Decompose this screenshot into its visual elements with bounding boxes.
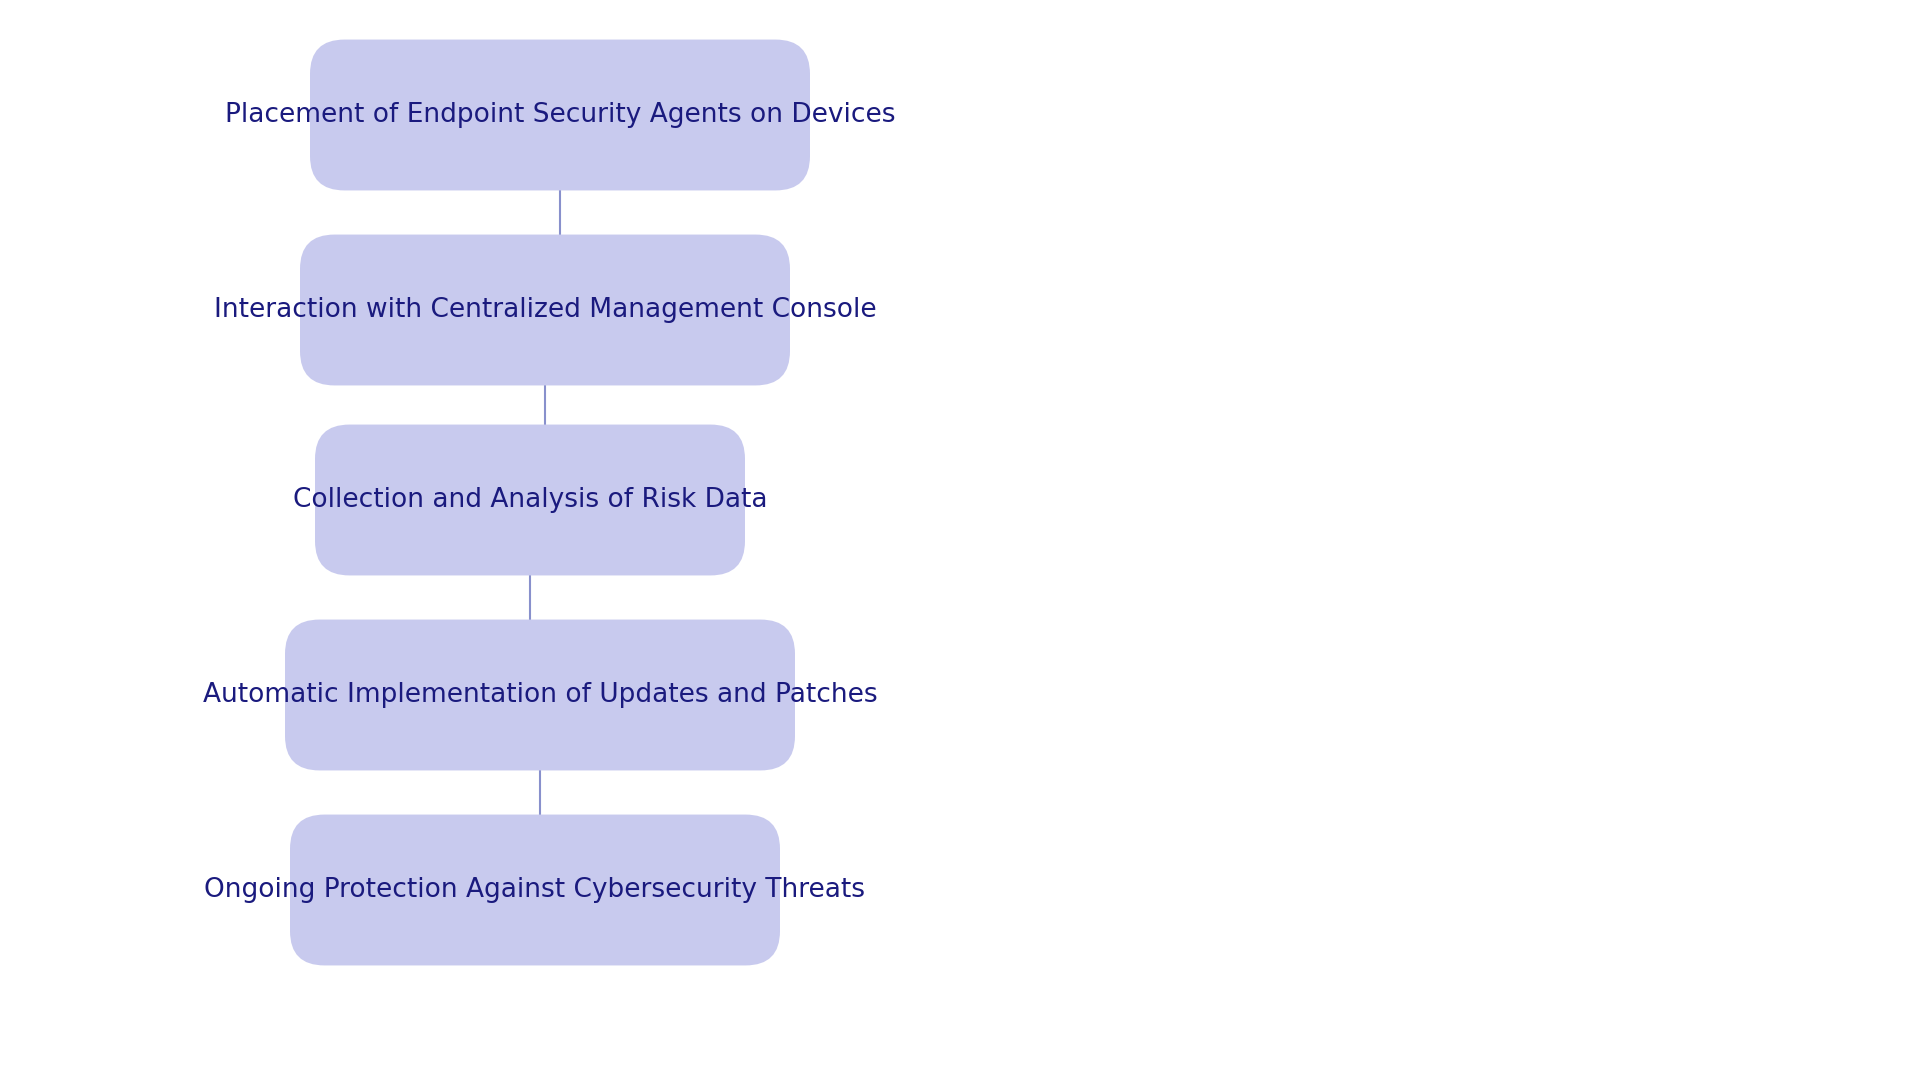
Text: Automatic Implementation of Updates and Patches: Automatic Implementation of Updates and … <box>204 681 877 708</box>
FancyBboxPatch shape <box>315 424 745 576</box>
Text: Ongoing Protection Against Cybersecurity Threats: Ongoing Protection Against Cybersecurity… <box>205 877 866 903</box>
FancyBboxPatch shape <box>284 620 795 770</box>
Text: Interaction with Centralized Management Console: Interaction with Centralized Management … <box>213 297 876 323</box>
Text: Placement of Endpoint Security Agents on Devices: Placement of Endpoint Security Agents on… <box>225 102 895 129</box>
Text: Collection and Analysis of Risk Data: Collection and Analysis of Risk Data <box>292 487 768 513</box>
FancyBboxPatch shape <box>290 814 780 966</box>
FancyBboxPatch shape <box>309 40 810 190</box>
FancyBboxPatch shape <box>300 234 789 386</box>
